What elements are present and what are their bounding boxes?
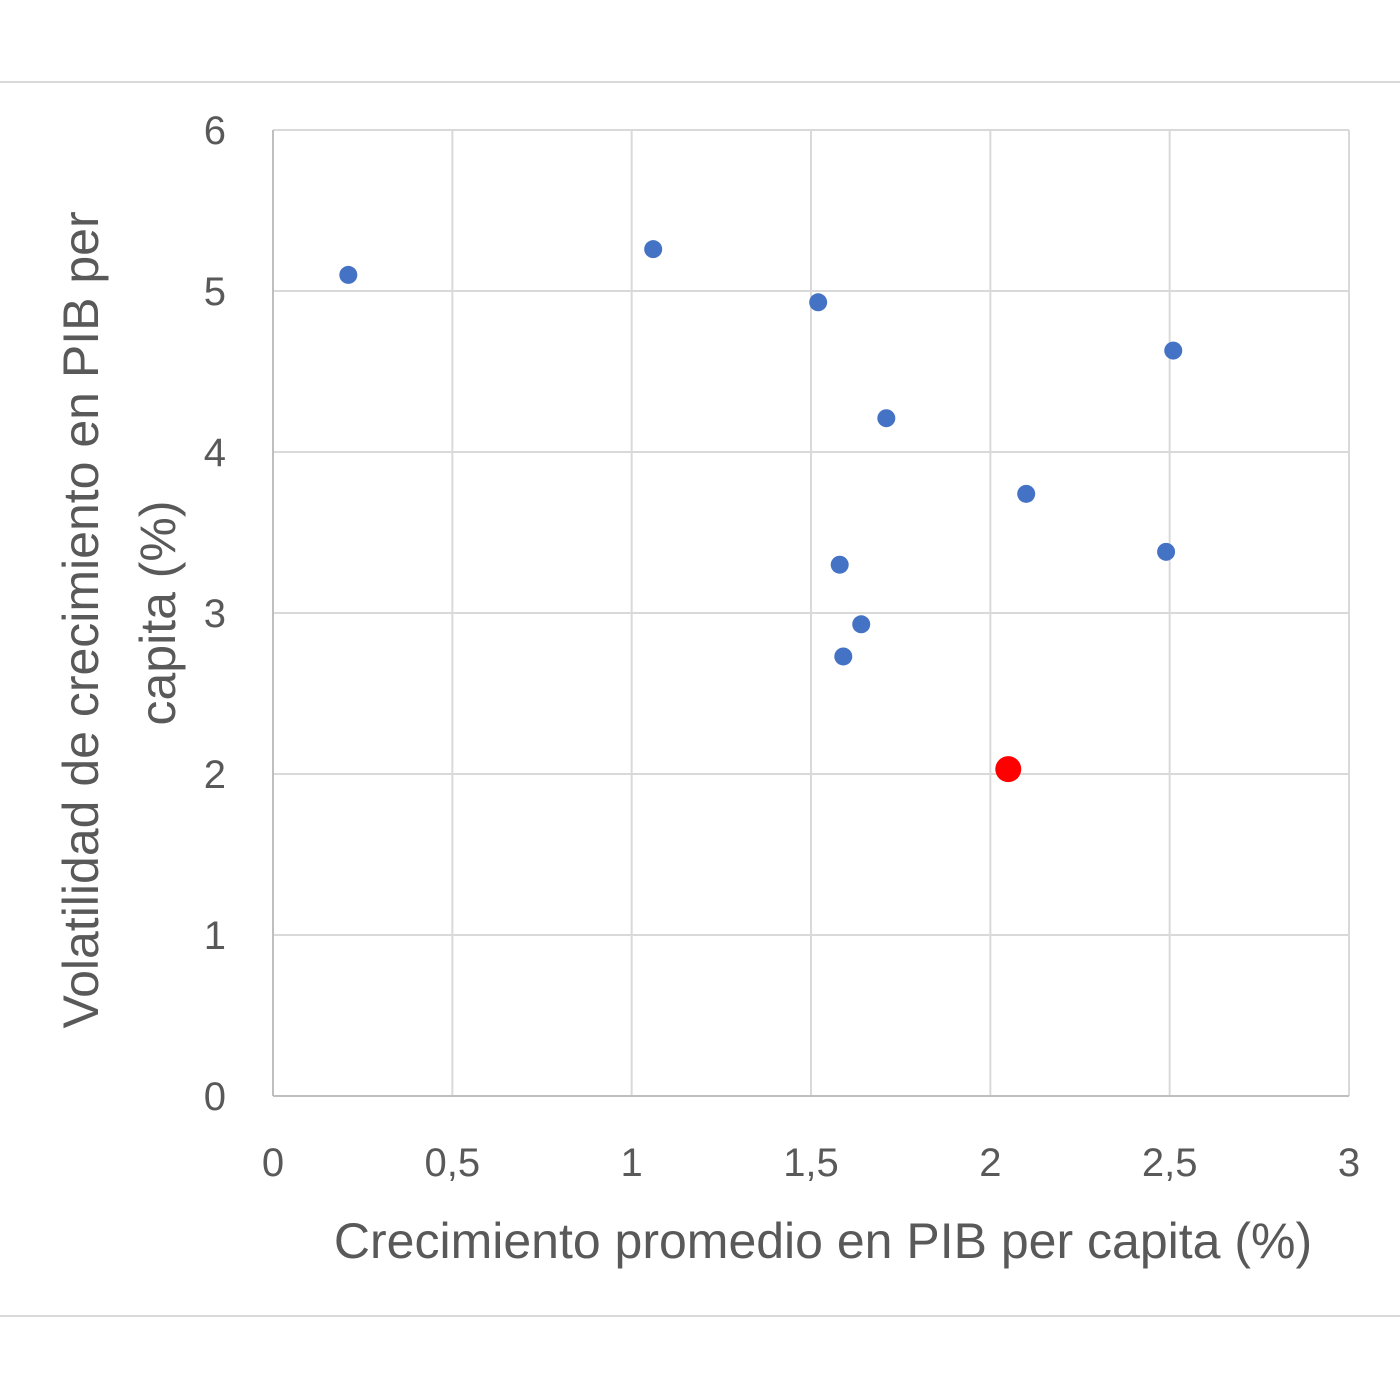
highlighted-data-point	[995, 756, 1022, 783]
x-axis-title: Crecimiento promedio en PIB per capita (…	[334, 1213, 1312, 1269]
data-point	[1164, 341, 1183, 360]
x-tick-label: 3	[1338, 1141, 1360, 1185]
y-tick-label: 2	[204, 753, 226, 797]
x-tick-label: 1,5	[783, 1141, 839, 1185]
data-points	[339, 240, 1183, 783]
y-tick-labels: 0 1 2 3 4 5 6	[204, 109, 226, 1119]
data-point	[339, 265, 358, 284]
y-axis-title-line-2: capita (%)	[130, 500, 186, 725]
data-point	[834, 647, 853, 666]
data-point	[877, 409, 896, 428]
x-tick-label: 2	[979, 1141, 1001, 1185]
x-tick-label: 0	[262, 1141, 284, 1185]
data-point	[1017, 484, 1036, 503]
data-point	[644, 240, 663, 259]
axes	[272, 130, 1349, 1097]
y-tick-label: 1	[204, 914, 226, 958]
y-tick-label: 5	[204, 270, 226, 314]
x-tick-label: 1	[621, 1141, 643, 1185]
data-point	[809, 293, 828, 312]
y-axis-title: Volatilidad de crecimiento en PIB per ca…	[53, 197, 186, 1028]
x-tick-label: 2,5	[1142, 1141, 1198, 1185]
grid	[273, 129, 1350, 1096]
chart-frame	[0, 81, 1400, 1317]
x-tick-label: 0,5	[425, 1141, 481, 1185]
y-tick-label: 6	[204, 109, 226, 153]
data-point	[830, 555, 849, 574]
y-tick-label: 3	[204, 592, 226, 636]
data-point	[852, 615, 871, 634]
data-point	[1157, 542, 1176, 561]
x-tick-labels: 0 0,5 1 1,5 2 2,5 3	[262, 1141, 1360, 1185]
y-tick-label: 0	[204, 1075, 226, 1119]
y-tick-label: 4	[204, 431, 226, 475]
y-axis-title-line-1: Volatilidad de crecimiento en PIB per	[53, 211, 109, 1028]
